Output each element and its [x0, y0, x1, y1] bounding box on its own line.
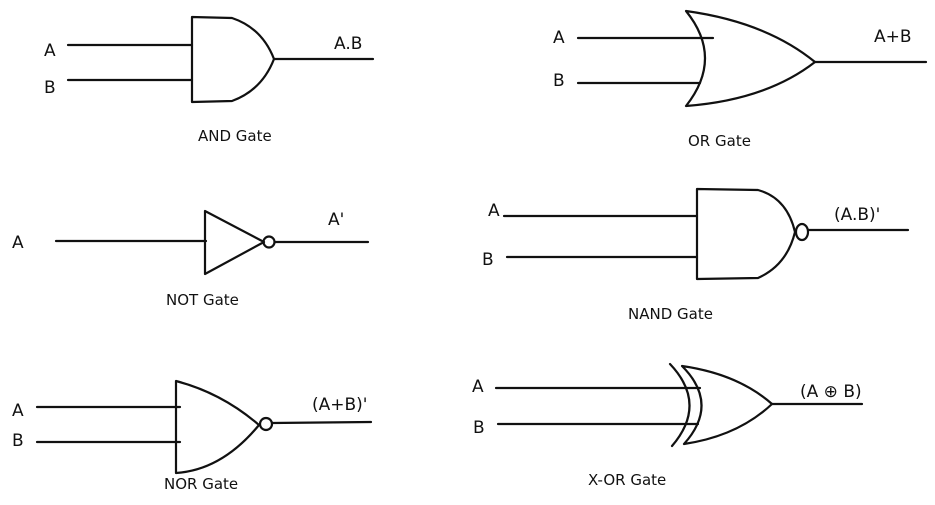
and-input-a-label: A — [44, 41, 56, 61]
xor-gate-caption: X-OR Gate — [588, 471, 666, 489]
not-bubble — [262, 235, 276, 249]
nand-input-b-label: B — [482, 250, 494, 270]
xor-output-label: (A ⊕ B) — [800, 382, 862, 402]
nor-gate-group: A B (A+B)' NOR Gate — [12, 379, 373, 493]
nor-input-b-label: B — [12, 431, 24, 451]
nand-gate-body — [695, 187, 797, 281]
nor-gate-body — [174, 379, 261, 475]
nand-bubble — [794, 222, 810, 242]
xor-gate-body — [680, 364, 774, 446]
or-input-b-label: B — [553, 71, 565, 91]
nand-gate-group: A B (A.B)' NAND Gate — [482, 187, 910, 323]
nor-bubble — [258, 416, 274, 432]
or-gate-group: A B A+B OR Gate — [553, 9, 928, 150]
xor-input-b-label: B — [473, 418, 485, 438]
xor-extra-input-arc — [668, 362, 691, 448]
nand-output-label: (A.B)' — [834, 205, 880, 225]
nor-output-label: (A+B)' — [312, 395, 367, 415]
nand-input-a-label: A — [488, 201, 500, 221]
or-gate-caption: OR Gate — [688, 132, 751, 150]
and-gate-group: A B A.B AND Gate — [44, 15, 375, 145]
and-gate-body — [190, 15, 276, 104]
not-gate-body — [203, 209, 266, 276]
and-output-label: A.B — [334, 34, 362, 54]
nor-output-wire — [270, 420, 373, 425]
nor-gate-caption: NOR Gate — [164, 475, 238, 493]
or-gate-body — [684, 9, 817, 108]
nand-gate-caption: NAND Gate — [628, 305, 713, 323]
xor-gate-group: A B (A ⊕ B) X-OR Gate — [472, 362, 864, 489]
not-gate-group: A A' NOT Gate — [12, 209, 370, 309]
not-input-a-label: A — [12, 233, 24, 253]
or-input-a-label: A — [553, 28, 565, 48]
nor-input-a-label: A — [12, 401, 24, 421]
not-gate-caption: NOT Gate — [166, 291, 239, 309]
and-input-b-label: B — [44, 78, 56, 98]
not-output-label: A' — [328, 210, 344, 230]
and-gate-caption: AND Gate — [198, 127, 272, 145]
or-output-label: A+B — [874, 27, 912, 47]
xor-input-a-label: A — [472, 377, 484, 397]
